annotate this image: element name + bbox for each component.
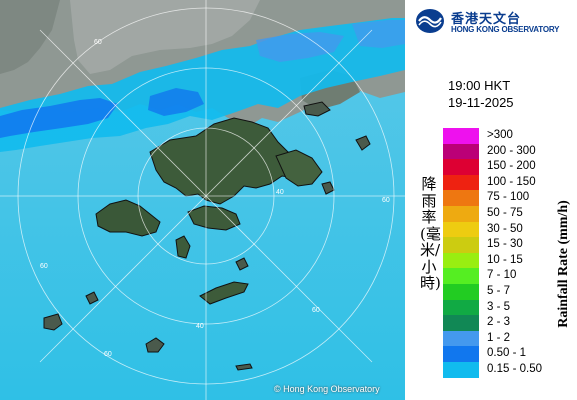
legend-swatch [443,205,479,222]
grid-line-diagonal-2 [39,29,373,363]
legend-swatch [443,268,479,284]
hko-logo: 香港天文台 HONG KONG OBSERVATORY [413,6,577,36]
org-name-en: HONG KONG OBSERVATORY [451,25,560,34]
legend-swatch [443,346,479,362]
legend-range-label: 5 - 7 [487,284,511,297]
islet-6 [355,135,371,151]
legend-range-label: 10 - 15 [487,253,523,266]
legend-range-label: 15 - 30 [487,238,523,251]
range-label: 40 [276,189,284,196]
rain-cell-moderate-4 [352,20,405,48]
rain-band-moderate [0,98,118,138]
legend-row: 0.50 - 1 [443,346,573,362]
range-label: 60 [104,351,112,358]
legend-swatch [443,252,479,269]
islet-4 [235,363,253,371]
radar-map[interactable]: 60 60 60 40 40 60 60 © Hong Kong Observa… [0,0,405,400]
legend-row: 10 - 15 [443,252,573,269]
legend-swatch [443,361,479,378]
range-label: 60 [382,197,390,204]
legend-range-label: 50 - 75 [487,206,523,219]
legend-swatch [443,315,479,331]
legend-swatch [443,174,479,191]
legend-swatch [443,143,479,160]
range-label: 60 [94,39,102,46]
legend-range-label: 200 - 300 [487,144,536,157]
legend-row: 3 - 5 [443,299,573,316]
rainfall-legend: >300 200 - 300 150 - 200 100 - 150 75 - 100 5… [443,128,573,378]
radar-time: 19:00 HKT [448,78,511,93]
legend-row: 200 - 300 [443,143,573,160]
legend-row: 100 - 150 [443,174,573,191]
sai-kung-peninsula [275,149,323,187]
legend-range-label: >300 [487,129,513,141]
lantau-island [95,199,161,237]
legend-swatch [443,128,479,144]
legend-swatch [443,237,479,253]
legend-row: 0.15 - 0.50 [443,361,573,378]
rain-cell-moderate-2 [148,88,204,116]
legend-swatch [443,221,479,238]
legend-range-label: 75 - 100 [487,191,530,204]
range-rings [0,0,405,400]
legend-row: 7 - 10 [443,268,573,284]
radar-date: 19-11-2025 [448,95,514,110]
lamma-south-island [199,281,249,305]
islet-2 [145,337,165,353]
legend-range-label: 3 - 5 [487,300,511,313]
legend-title-zh: 降雨率(毫米/小時) [420,175,441,292]
legend-range-label: 0.50 - 1 [487,347,526,360]
rain-cell-moderate-3 [256,32,344,62]
legend-range-label: 1 - 2 [487,331,511,344]
org-name-zh: 香港天文台 [451,12,522,27]
islet-3 [85,291,99,305]
islet-5 [303,101,331,117]
lamma-island [175,235,191,259]
islet-8 [235,257,249,271]
legend-swatch [443,159,479,175]
legend-row: 150 - 200 [443,159,573,175]
legend-row: 5 - 7 [443,283,573,300]
range-label: 60 [40,263,48,270]
radar-map-graphic: 60 60 60 40 40 60 60 [0,0,405,400]
legend-range-label: 100 - 150 [487,175,536,188]
mainland-west-coast [0,0,60,74]
legend-range-label: 150 - 200 [487,160,536,173]
range-label: 60 [312,307,320,314]
mainland-texture [70,0,260,74]
legend-row: >300 [443,128,573,144]
islet-1 [43,313,63,331]
legend-swatch [443,190,479,206]
legend-swatch [443,330,479,347]
legend-row: 15 - 30 [443,237,573,253]
legend-row: 50 - 75 [443,205,573,222]
legend-range-label: 2 - 3 [487,316,511,329]
legend-row: 1 - 2 [443,330,573,347]
legend-swatch [443,283,479,300]
hko-emblem-icon [416,9,444,33]
range-label: 40 [196,323,204,330]
legend-range-label: 7 - 10 [487,269,517,282]
hong-kong-island [187,205,241,231]
legend-range-label: 0.15 - 0.50 [487,362,542,375]
legend-swatch [443,299,479,316]
copyright-text: © Hong Kong Observatory [274,384,380,394]
legend-range-label: 30 - 50 [487,222,523,235]
legend-row: 30 - 50 [443,221,573,238]
info-panel: 香港天文台 HONG KONG OBSERVATORY 19:00 HKT 19… [405,0,577,400]
legend-row: 75 - 100 [443,190,573,206]
legend-row: 2 - 3 [443,315,573,331]
